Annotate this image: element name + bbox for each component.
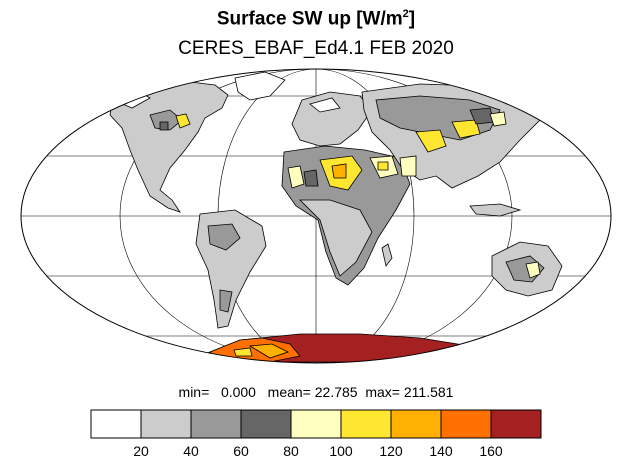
colorbar-swatch	[140, 409, 192, 439]
map-outline	[20, 68, 612, 364]
colorbar-swatch	[490, 409, 542, 439]
colorbar-swatch	[90, 409, 142, 439]
colorbar-tick-label: 20	[133, 443, 149, 459]
map-stats: min= 0.000 mean= 22.785 max= 211.581	[0, 384, 632, 400]
colorbar-swatch	[440, 409, 492, 439]
mean-label: mean=	[267, 384, 311, 400]
colorbar-tick-label: 160	[479, 443, 503, 459]
colorbar-swatch	[240, 409, 292, 439]
landmass-asia	[361, 83, 541, 217]
colorbar-tick-label: 80	[283, 443, 299, 459]
colorbar-swatch	[290, 409, 342, 439]
colorbar-tick-label: 100	[329, 443, 353, 459]
map-subtitle: CERES_EBAF_Ed4.1 FEB 2020	[178, 38, 454, 59]
min-value: 0.000	[220, 384, 256, 400]
mean-value: 22.785	[314, 384, 358, 400]
map-title: Surface SW up [W/m2]	[216, 8, 416, 30]
landmass-europe	[291, 91, 373, 147]
colorbar-tick-label: 60	[233, 443, 249, 459]
min-label: min=	[178, 384, 210, 400]
landmass-africa	[281, 145, 411, 286]
colorbar-tick-label: 140	[429, 443, 453, 459]
landmass-south-america	[195, 209, 267, 329]
colorbar-tick-label: 120	[379, 443, 403, 459]
colorbar-swatch	[390, 409, 442, 439]
colorbar-swatch	[190, 409, 242, 439]
colorbar-tick-label: 40	[183, 443, 199, 459]
max-value: 211.581	[403, 384, 454, 400]
landmass-australia	[491, 241, 563, 297]
colorbar-swatch	[340, 409, 392, 439]
max-label: max=	[365, 384, 400, 400]
